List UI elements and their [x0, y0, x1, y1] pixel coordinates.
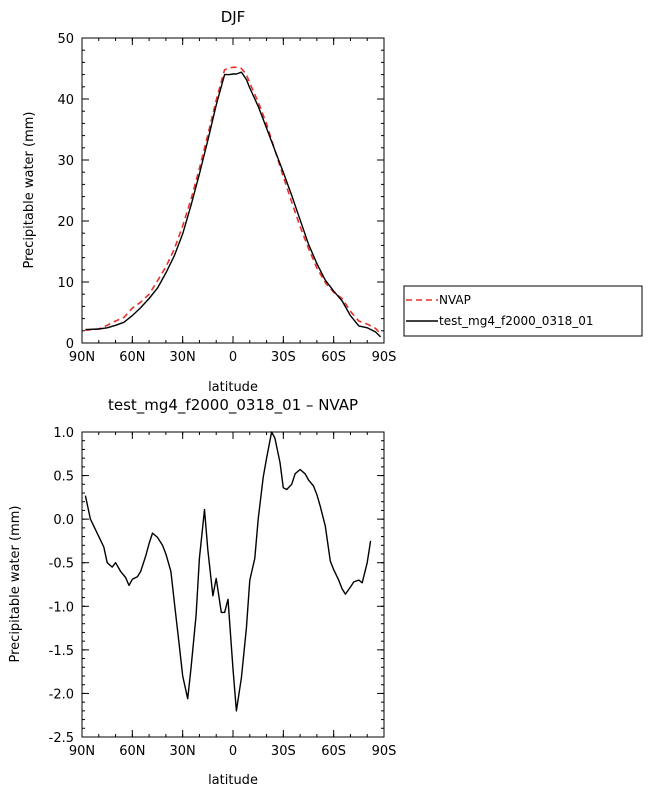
- top-y-tick-label: 0: [66, 337, 74, 352]
- bottom-x-tick-label: 0: [229, 744, 237, 759]
- top-x-tick-label: 90N: [69, 350, 95, 365]
- bottom-x-tick-label: 30S: [271, 744, 296, 759]
- top-x-tick-label: 90S: [372, 350, 397, 365]
- top-series-line-nvap: [85, 66, 382, 335]
- bottom-y-tick-label: 0.0: [53, 513, 74, 528]
- top-y-tick-label: 40: [57, 93, 74, 108]
- bottom-y-tick-label: -0.5: [49, 557, 74, 572]
- top-y-tick-label: 50: [57, 32, 74, 47]
- top-y-tick-label: 10: [57, 276, 74, 291]
- bottom-x-tick-label: 30N: [170, 744, 196, 759]
- bottom-x-tick-label: 90S: [372, 744, 397, 759]
- top-x-axis-label: latitude: [208, 380, 258, 395]
- bottom-x-tick-label: 90N: [69, 744, 95, 759]
- top-y-tick-label: 20: [57, 215, 74, 230]
- bottom-x-tick-label: 60S: [321, 744, 346, 759]
- top-x-tick-label: 60S: [321, 350, 346, 365]
- bottom-y-tick-label: -2.0: [49, 687, 74, 702]
- top-x-tick-label: 0: [229, 350, 237, 365]
- legend-box: [403, 285, 643, 337]
- legend-label-nvap: NVAP: [439, 293, 471, 307]
- bottom-chart: test_mg4_f2000_0318_01 – NVAP latitude P…: [8, 396, 396, 788]
- bottom-y-tick-label: 1.0: [53, 426, 74, 441]
- legend: NVAP test_mg4_f2000_0318_01: [403, 285, 643, 337]
- bottom-y-tick-label: -1.5: [49, 644, 74, 659]
- legend-label-test: test_mg4_f2000_0318_01: [439, 314, 594, 328]
- top-x-tick-label: 30S: [271, 350, 296, 365]
- bottom-x-axis-label: latitude: [208, 773, 258, 788]
- bottom-x-tick-label: 60N: [119, 744, 145, 759]
- bottom-y-tick-label: -2.5: [49, 731, 74, 746]
- bottom-plot-frame: [81, 431, 385, 738]
- bottom-y-axis-label: Precipitable water (mm): [8, 506, 23, 663]
- top-x-tick-label: 30N: [170, 350, 196, 365]
- bottom-series-line-difference: [84, 431, 372, 712]
- bottom-y-tick-label: 0.5: [53, 470, 74, 485]
- top-chart-title: DJF: [221, 8, 246, 26]
- bottom-chart-title: test_mg4_f2000_0318_01 – NVAP: [108, 396, 358, 415]
- top-series-line-test-mg4-f2000-0318-01: [85, 71, 382, 338]
- top-chart: DJF latitude Precipitable water (mm) 0 10…: [22, 8, 396, 395]
- top-x-tick-label: 60N: [119, 350, 145, 365]
- bottom-y-tick-label: -1.0: [49, 600, 74, 615]
- top-y-axis-label: Precipitable water (mm): [22, 112, 37, 269]
- top-y-tick-label: 30: [57, 154, 74, 169]
